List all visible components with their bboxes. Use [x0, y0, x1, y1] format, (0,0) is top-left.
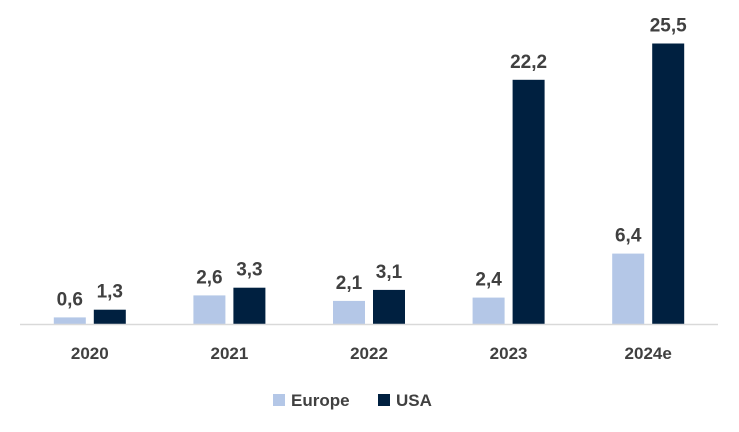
data-label-europe-2024e: 6,4	[615, 226, 642, 247]
data-label-europe-2021: 2,6	[196, 267, 222, 288]
bar-europe-2022	[333, 300, 365, 324]
x-tick-label-2024e: 2024e	[625, 344, 672, 363]
bar-europe-2020	[53, 317, 86, 324]
data-label-europe-2020: 0,6	[57, 289, 83, 310]
data-label-usa-2021: 3,3	[236, 260, 262, 281]
data-label-europe-2022: 2,1	[336, 273, 363, 294]
bar-europe-2023	[472, 297, 505, 324]
legend-swatch-europe	[273, 394, 285, 406]
legend-label-europe: Europe	[291, 391, 350, 410]
data-label-usa-2023: 22,2	[510, 52, 547, 73]
x-tick-label-2021: 2021	[210, 344, 248, 363]
data-label-europe-2023: 2,4	[475, 270, 502, 291]
data-label-usa-2022: 3,1	[376, 262, 403, 283]
bar-usa-2024e	[652, 43, 685, 324]
bar-europe-2021	[193, 295, 226, 324]
plot-area: 0,6 1,3 2,6 3,3 2,1 3,1 2,4 22,2 6,4 25,5	[53, 16, 687, 324]
bar-usa-2020	[93, 309, 126, 324]
legend: Europe USA	[273, 391, 432, 410]
x-axis: 2020 2021 2022 2023 2024e	[20, 323, 718, 363]
data-label-usa-2020: 1,3	[97, 282, 123, 303]
data-label-usa-2024e: 25,5	[650, 16, 687, 37]
x-tick-label-2022: 2022	[350, 344, 388, 363]
bar-usa-2023	[512, 79, 545, 324]
legend-label-usa: USA	[396, 391, 432, 410]
bar-europe-2024e	[612, 253, 645, 324]
x-tick-label-2020: 2020	[71, 344, 109, 363]
bar-usa-2022	[373, 289, 405, 324]
bar-usa-2021	[233, 287, 266, 324]
legend-swatch-usa	[378, 394, 390, 406]
x-tick-label-2023: 2023	[490, 344, 528, 363]
